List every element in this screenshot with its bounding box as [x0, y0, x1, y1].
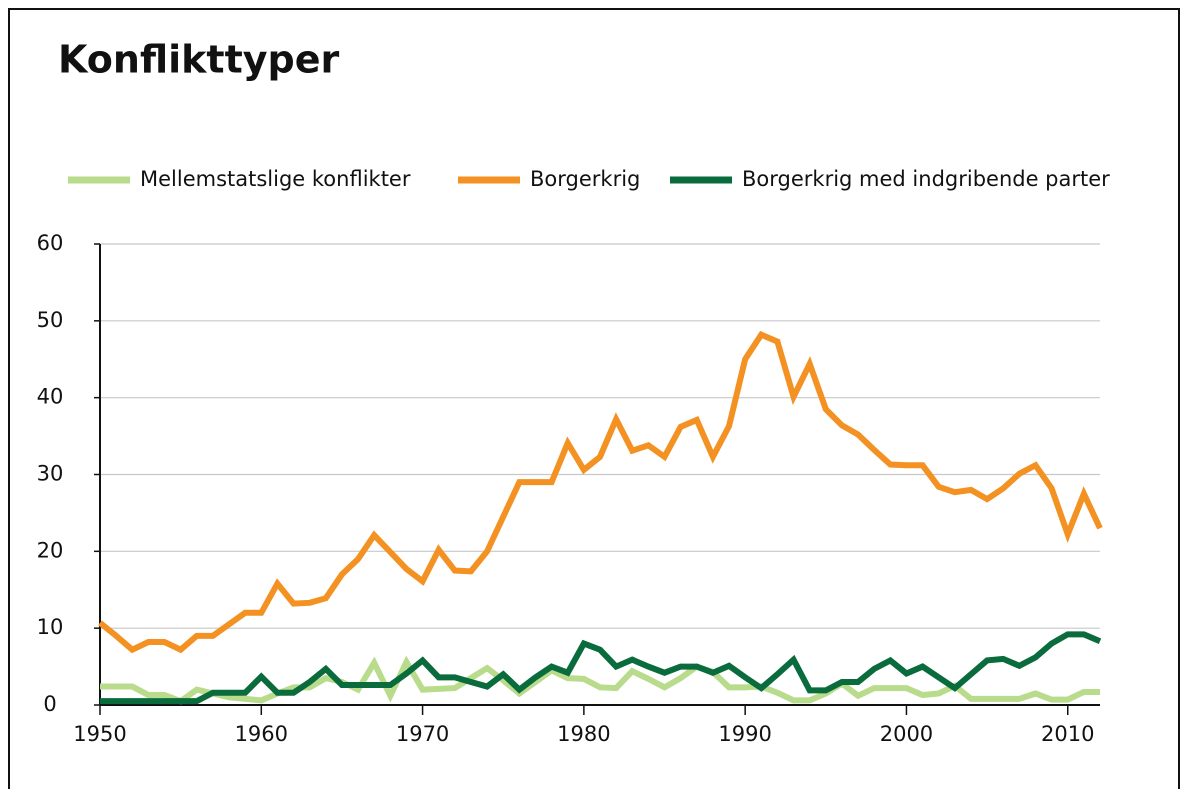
series-line	[100, 631, 1102, 705]
legend-label: Borgerkrig	[530, 167, 640, 191]
legend-label: Borgerkrig med indgribende parter	[742, 167, 1110, 191]
x-tick-label: 2000	[880, 722, 933, 746]
x-tick-label: 1960	[235, 722, 288, 746]
legend-label: Mellemstatslige konflikter	[140, 167, 411, 191]
y-tick-label: 60	[37, 231, 64, 255]
y-tick-label: 0	[43, 692, 56, 716]
y-tick-label: 30	[37, 462, 64, 486]
x-tick-label: 1950	[73, 722, 126, 746]
series-line	[100, 655, 1100, 705]
x-tick-label: 1980	[557, 722, 610, 746]
x-tick-label: 1990	[718, 722, 771, 746]
series-line	[98, 330, 1103, 654]
y-tick-label: 50	[37, 308, 64, 332]
y-tick-label: 40	[37, 385, 64, 409]
x-tick-label: 2010	[1041, 722, 1094, 746]
frame	[8, 8, 1180, 789]
y-tick-label: 20	[37, 538, 64, 562]
y-tick-label: 10	[37, 615, 64, 639]
x-tick-label: 1970	[396, 722, 449, 746]
chart-title: Konflikttyper	[58, 38, 339, 82]
